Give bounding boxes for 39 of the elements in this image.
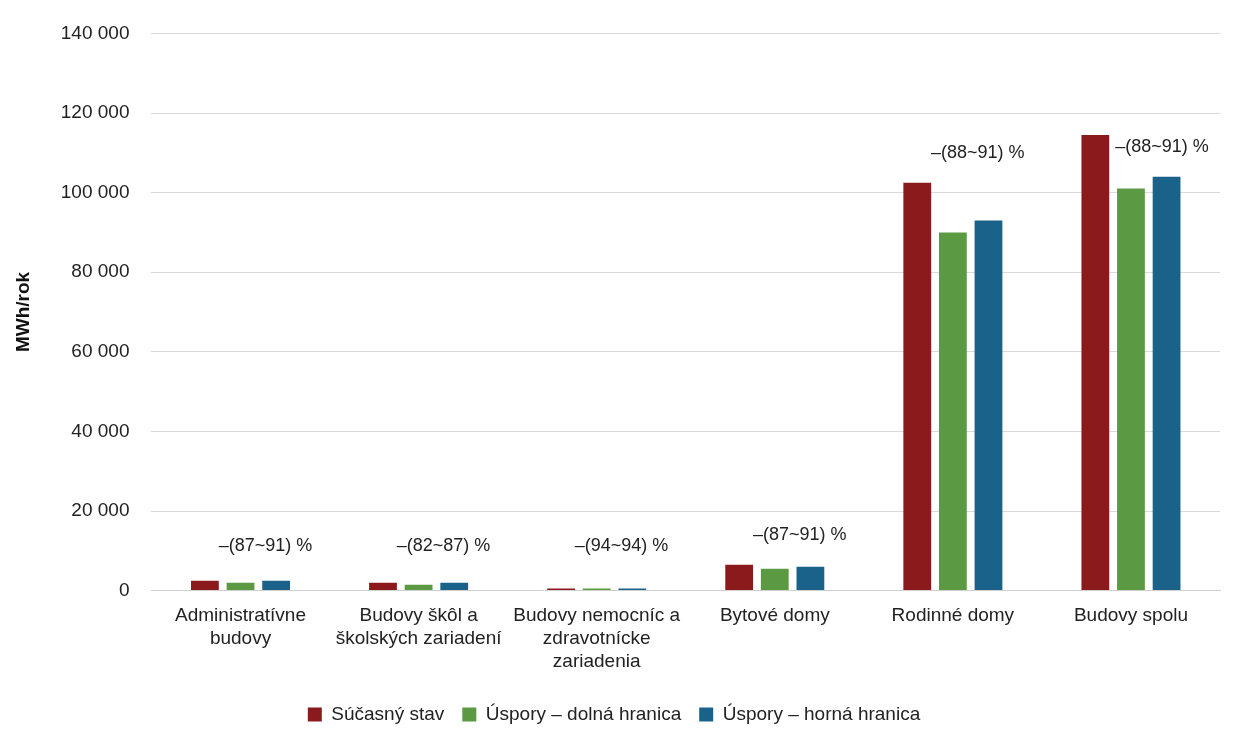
y-tick-label: 40 000 [71,419,130,441]
bar [760,568,789,591]
y-axis-title: MWh/rok [11,271,33,353]
y-tick-label: 140 000 [60,21,130,43]
bar [1081,134,1110,591]
bar [796,566,825,591]
annotation: –(87~91) % [218,534,313,555]
legend-label: Súčasný stav [331,702,445,724]
y-tick-label: 0 [118,578,130,600]
x-tick-label: Rodinné domy [891,604,1015,626]
bar [725,564,754,591]
y-tick-label: 20 000 [71,499,130,521]
bar [938,232,967,591]
bar [903,182,932,591]
bar [369,582,397,591]
annotation: –(94~94) % [574,534,669,555]
bar [1117,188,1145,591]
y-tick-label: 100 000 [60,180,130,202]
bar [974,220,1003,591]
y-tick-label: 60 000 [71,340,130,362]
annotation: –(88~91) % [930,141,1025,162]
annotation: –(82~87) % [396,534,491,555]
bar [1152,176,1181,591]
bar [404,584,433,591]
y-tick-label: 120 000 [60,101,130,123]
x-tick-label: Budovy škôl a školských zariadení [335,604,503,649]
bar [191,580,219,591]
y-tick-label: 80 000 [71,260,130,282]
annotation: –(87~91) % [752,523,847,544]
x-tick-label: Budovy spolu [1073,604,1188,626]
legend-label: Úspory – dolná hranica [485,702,682,724]
x-tick-label: Bytové domy [719,604,831,626]
x-tick-label: Administratívne budovy [175,604,306,649]
x-tick-label: Budovy nemocníc a zdravotnícke zariadenia [513,604,681,671]
bar [440,582,469,591]
legend-label: Úspory – horná hranica [722,702,921,724]
bar [262,580,291,591]
bar [226,582,255,591]
annotation: –(88~91) % [1115,135,1209,156]
